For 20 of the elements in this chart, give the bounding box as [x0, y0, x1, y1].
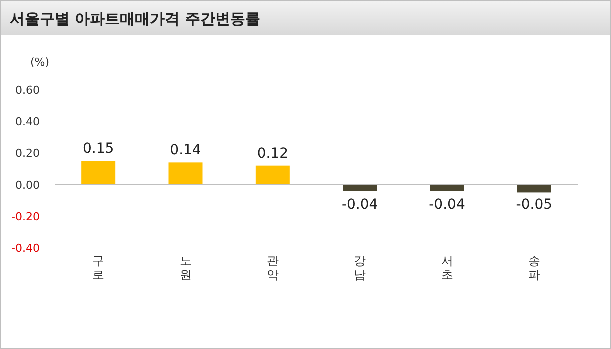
- data-label: -0.04: [342, 196, 378, 213]
- y-tick-label: 0.00: [16, 178, 40, 192]
- y-tick-label: 0.60: [16, 84, 40, 97]
- y-axis-title: (%): [30, 56, 50, 69]
- x-tick-label: 강남: [354, 254, 366, 282]
- x-tick-label: 관악: [266, 254, 279, 282]
- x-tick-label: 구로: [92, 254, 105, 282]
- data-label: 0.12: [257, 146, 289, 162]
- y-tick-label: -0.40: [12, 242, 40, 255]
- title: 서울구별 아파트매매가격 주간변동률: [10, 10, 260, 28]
- data-label: 0.14: [170, 142, 202, 159]
- y-tick-label: 0.40: [16, 116, 40, 129]
- data-label: -0.04: [429, 196, 466, 213]
- data-label: -0.05: [516, 196, 553, 213]
- y-tick-label: 0.20: [16, 147, 40, 160]
- x-tick-label: 서초: [441, 254, 454, 282]
- y-tick-label: -0.20: [12, 210, 40, 224]
- x-tick-label: 송파: [528, 254, 540, 282]
- data-label: 0.15: [82, 141, 114, 158]
- x-tick-label: 노원: [180, 254, 192, 282]
